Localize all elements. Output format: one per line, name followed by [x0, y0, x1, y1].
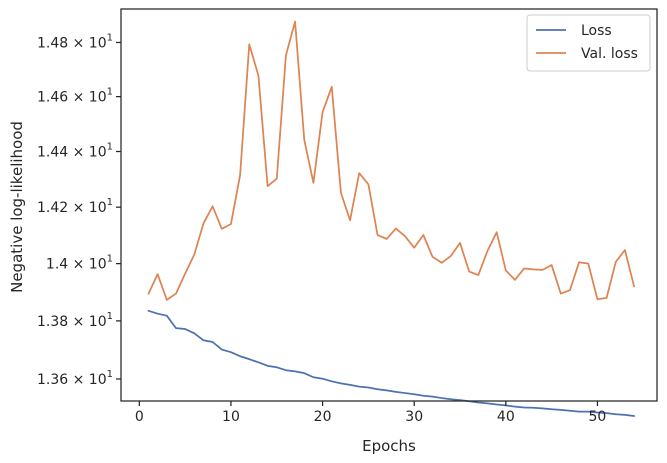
plot-frame [120, 8, 658, 402]
y-tick-label-exponent: 1 [107, 311, 113, 322]
y-tick-label: 1.38 × 101 [37, 311, 113, 330]
y-tick-label-base: 1.46 [37, 90, 68, 106]
legend: Loss Val. loss [526, 14, 651, 72]
x-tick-label: 0 [135, 409, 144, 425]
x-tick-label: 50 [589, 409, 607, 425]
y-tick-label-exponent: 1 [107, 369, 113, 380]
y-tick-label-times: × 10 [68, 35, 106, 51]
y-tick-label-times: × 10 [68, 145, 106, 161]
y-tick-label-base: 1.36 [37, 372, 68, 388]
y-axis-label: Negative log-likelihood [8, 121, 26, 293]
y-tick-label-times: × 10 [68, 90, 106, 106]
legend-label-loss: Loss [581, 23, 612, 39]
y-tick-label-times: × 10 [68, 314, 106, 330]
y-tick-label: 1.44 × 101 [37, 142, 113, 161]
x-tick-label: 20 [314, 409, 332, 425]
series-line-loss [147, 309, 635, 417]
x-tick-label: 10 [222, 409, 240, 425]
y-tick-label-times: × 10 [68, 257, 106, 273]
y-tick-label: 1.48 × 101 [37, 32, 113, 51]
y-tick-label-exponent: 1 [107, 254, 113, 265]
y-tick-label-exponent: 1 [107, 197, 113, 208]
y-tick-label-exponent: 1 [107, 142, 113, 153]
x-tick-label: 40 [497, 409, 515, 425]
series-layer [147, 20, 635, 417]
y-tick-label: 1.4 × 101 [46, 254, 113, 273]
series-line-val-loss [147, 20, 635, 301]
legend-box [526, 14, 651, 72]
y-tick-label-exponent: 1 [107, 32, 113, 43]
y-tick-label-base: 1.42 [37, 200, 68, 216]
y-tick-label-base: 1.4 [46, 257, 68, 273]
y-tick-label-base: 1.38 [37, 314, 68, 330]
y-tick-label-exponent: 1 [107, 87, 113, 98]
y-tick-label-base: 1.44 [37, 145, 68, 161]
y-tick-label-times: × 10 [68, 200, 106, 216]
legend-label-val-loss: Val. loss [581, 46, 638, 62]
y-tick-label: 1.46 × 101 [37, 87, 113, 106]
x-axis-label: Epochs [362, 437, 416, 455]
y-tick-label: 1.36 × 101 [37, 369, 113, 388]
y-tick-label-times: × 10 [68, 372, 106, 388]
x-tick-label: 30 [405, 409, 423, 425]
y-tick-label: 1.42 × 101 [37, 197, 113, 216]
y-tick-label-base: 1.48 [37, 35, 68, 51]
